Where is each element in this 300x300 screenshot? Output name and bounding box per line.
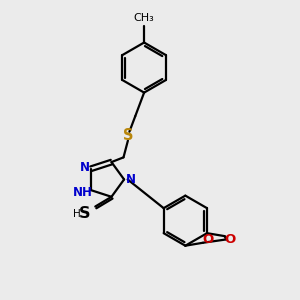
Text: N: N: [126, 173, 136, 186]
Text: S: S: [123, 128, 133, 143]
Text: S: S: [79, 206, 91, 220]
Text: NH: NH: [73, 186, 93, 199]
Text: N: N: [80, 161, 90, 174]
Text: H: H: [73, 208, 81, 219]
Text: CH₃: CH₃: [134, 13, 154, 23]
Text: O: O: [224, 232, 236, 246]
Text: O: O: [203, 233, 214, 246]
